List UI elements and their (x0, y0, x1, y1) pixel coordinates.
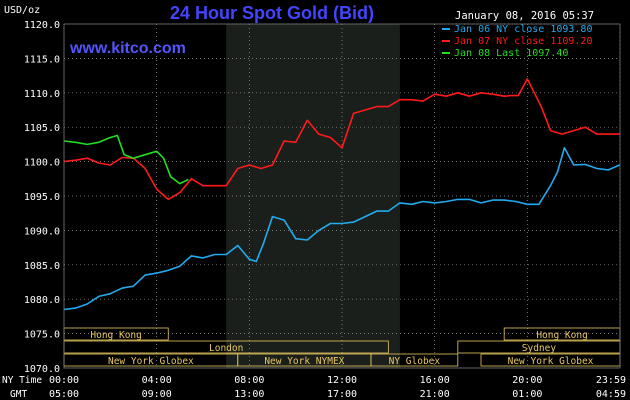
x-tick-label-gmt: 13:00 (234, 389, 264, 400)
x-tick-label-gmt: 17:00 (327, 389, 357, 400)
gmt-label: GMT (10, 389, 27, 400)
session-label: New York NYMEX (264, 356, 344, 367)
y-tick-label: 1080.0 (24, 295, 60, 306)
session-label: New York Globex (108, 356, 194, 367)
x-tick-label-ny: 12:00 (327, 375, 357, 386)
legend-entry: Jan 08 Last 1097.40 (454, 48, 568, 59)
ny-time-label: NY Time (2, 375, 42, 386)
y-tick-label: 1120.0 (24, 20, 60, 31)
x-tick-label-gmt: 01:00 (512, 389, 542, 400)
x-tick-label-gmt: 09:00 (142, 389, 172, 400)
website-link[interactable]: www.kitco.com (69, 40, 186, 57)
x-tick-label-gmt: 21:00 (420, 389, 450, 400)
x-tick-label-ny: 23:59 (596, 375, 626, 386)
y-tick-label: 1090.0 (24, 226, 60, 237)
y-tick-label: 1115.0 (24, 54, 60, 65)
legend-entry: Jan 07 NY close 1109.20 (454, 36, 592, 47)
session-label: Sydney (522, 343, 557, 354)
y-tick-label: 1110.0 (24, 89, 60, 100)
y-tick-label: 1105.0 (24, 123, 60, 134)
series-line-jan08 (63, 134, 189, 185)
x-tick-label-gmt: 05:00 (49, 389, 79, 400)
y-tick-label: 1075.0 (24, 330, 60, 341)
session-box-border (370, 353, 459, 367)
y-tick-label: 1070.0 (24, 364, 60, 375)
x-tick-label-ny: 04:00 (142, 375, 172, 386)
timestamp: January 08, 2016 05:37 (455, 10, 594, 22)
x-tick-label-ny: 20:00 (512, 375, 542, 386)
y-tick-label: 1085.0 (24, 261, 60, 272)
session-box: NY Globex (370, 353, 459, 367)
series-layer (63, 78, 620, 311)
session-label: Hong Kong (90, 330, 141, 341)
chart-title: 24 Hour Spot Gold (Bid) (170, 3, 374, 23)
axis-layer: 1120.0 1115.0 1110.0 1105.0 1100.0 1095.0 1090… (24, 20, 626, 400)
session-label: London (209, 343, 243, 354)
plot-frame (63, 23, 621, 369)
session-label: New York Globex (508, 356, 594, 367)
y-tick-label: 1100.0 (24, 158, 60, 169)
series-line-jan07 (63, 78, 620, 201)
legend-entry: Jan 06 NY close 1093.80 (454, 24, 592, 35)
x-tick-label-ny: 00:00 (49, 375, 79, 386)
x-tick-label-ny: 16:00 (420, 375, 450, 386)
x-tick-label-ny: 08:00 (234, 375, 264, 386)
series-line-jan06 (63, 147, 620, 311)
y-tick-label: 1095.0 (24, 192, 60, 203)
session-label: NY Globex (389, 356, 441, 367)
x-tick-label-gmt: 04:59 (596, 389, 626, 400)
nymex-hours-band (226, 24, 400, 368)
session-label: Hong Kong (536, 330, 587, 341)
unit-label: USD/oz (4, 5, 40, 16)
